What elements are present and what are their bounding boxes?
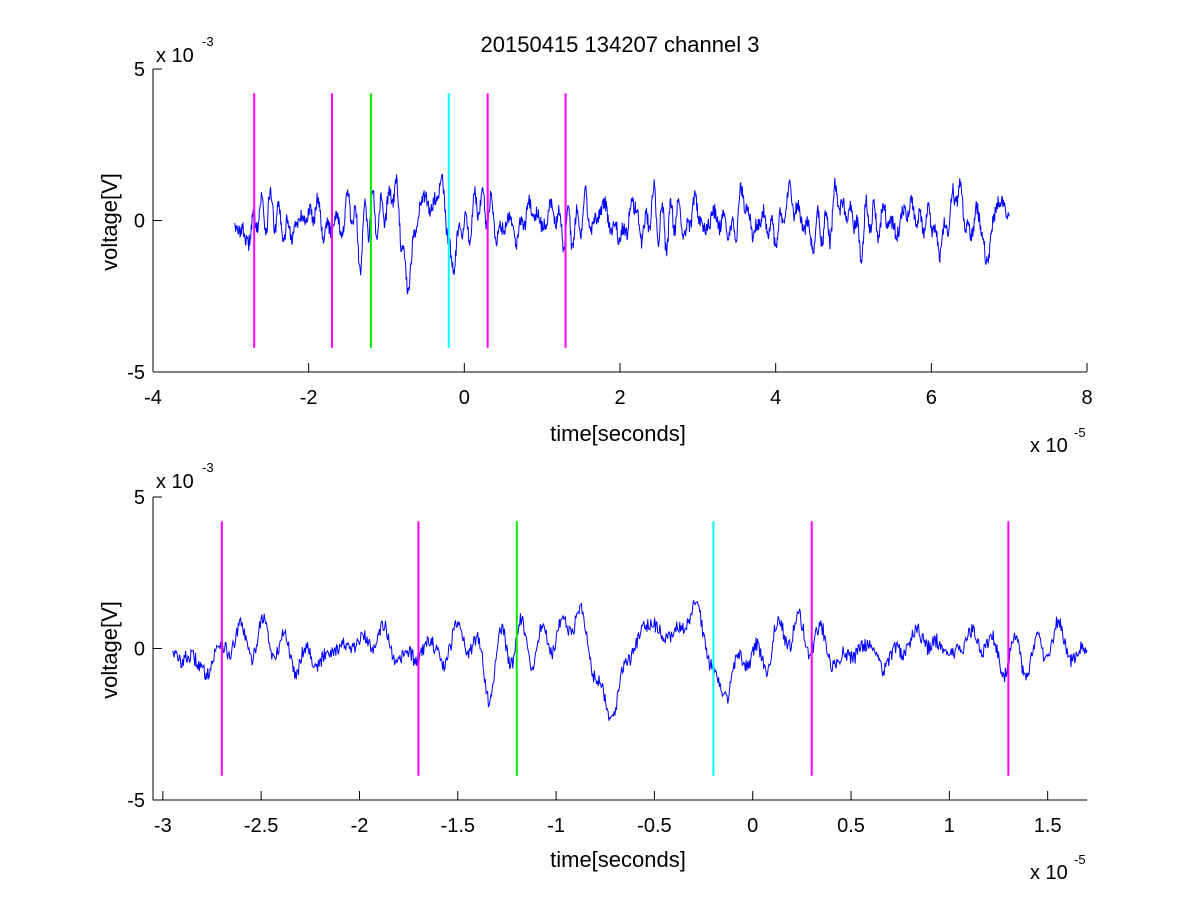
top-panel: 20150415 134207 channel 3 x 10 -3 x 10 -… [97,32,1093,457]
y-axis-title: voltage[V] [97,601,122,699]
x-tick-label: 1 [944,815,955,837]
y-multiplier-base: x 10 [156,471,194,493]
y-tick-label: -5 [127,362,145,384]
x-tick-label: -0.5 [637,815,671,837]
y-multiplier-exponent: -3 [202,460,214,475]
y-multiplier-base: x 10 [156,45,194,67]
y-tick-label: 5 [134,59,145,81]
x-tick-label: -1 [547,815,565,837]
y-axis-title: voltage[V] [97,173,122,271]
x-tick-label: 4 [770,387,781,409]
chart-title: 20150415 134207 channel 3 [481,32,760,57]
y-multiplier: x 10 -3 [156,34,214,67]
x-tick-label: 0 [459,387,470,409]
x-tick-label: 0.5 [837,815,865,837]
y-tick-label: -5 [127,790,145,812]
y-tick-label: 5 [134,487,145,509]
x-tick-label: -2 [300,387,318,409]
x-tick-label: 8 [1081,387,1092,409]
bottom-panel: x 10 -3 x 10 -5 time[seconds] voltage[V]… [97,460,1088,884]
voltage-trace [234,173,1010,295]
y-multiplier: x 10 -3 [156,460,214,493]
x-multiplier-exponent: -5 [1074,425,1086,440]
x-multiplier-exponent: -5 [1074,852,1086,867]
x-axis-title: time[seconds] [550,421,686,446]
x-tick-label: -4 [144,387,162,409]
x-tick-label: -2.5 [244,815,278,837]
x-multiplier: x 10 -5 [1030,425,1086,457]
plot-area: -4 -2 0 2 4 6 8 -5 0 5 [127,59,1092,409]
x-multiplier: x 10 -5 [1030,852,1086,884]
x-tick-label: 0 [747,815,758,837]
y-tick-label: 0 [134,211,145,233]
x-multiplier-base: x 10 [1030,862,1068,884]
plot-area: -3 -2.5 -2 -1.5 -1 -0.5 0 0.5 1 1.5 -5 0 5 [127,487,1088,837]
x-tick-label: 2 [614,387,625,409]
x-tick-label: 1.5 [1034,815,1062,837]
x-multiplier-base: x 10 [1030,435,1068,457]
x-tick-label: 6 [926,387,937,409]
y-tick-label: 0 [134,639,145,661]
x-axis-title: time[seconds] [550,847,686,872]
voltage-trace [172,600,1088,721]
x-tick-label: -2 [351,815,369,837]
x-tick-label: -1.5 [441,815,475,837]
x-tick-label: -3 [154,815,172,837]
y-multiplier-exponent: -3 [202,34,214,49]
